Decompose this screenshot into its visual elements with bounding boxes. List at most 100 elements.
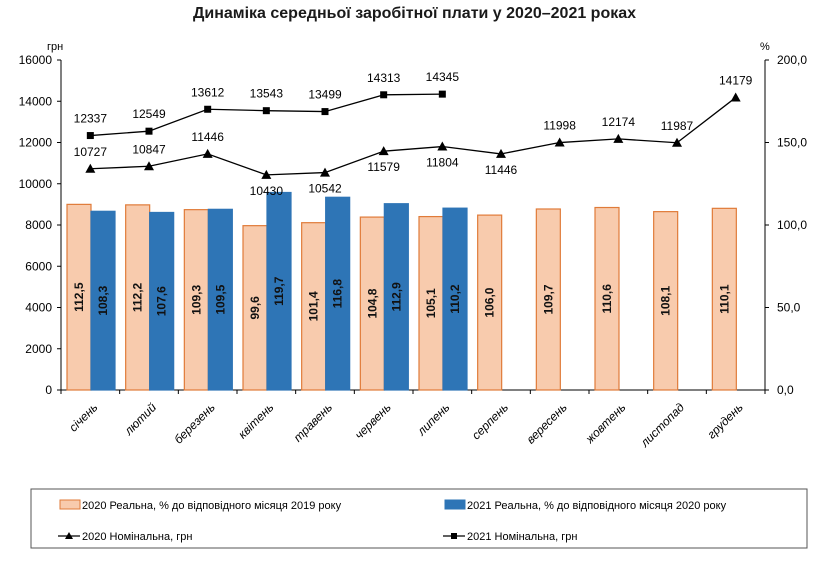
bar-data-label: 109,5	[213, 284, 227, 314]
square-marker	[204, 105, 212, 113]
bar-data-label: 116,8	[331, 279, 345, 309]
bar-2020	[594, 206, 620, 391]
x-tick-label: квітень	[235, 400, 276, 441]
bar-data-label: 112,5	[72, 282, 86, 312]
line-data-label: 14179	[719, 74, 753, 88]
line-data-label: 14313	[367, 71, 401, 85]
x-tick-label: серпень	[469, 400, 511, 442]
triangle-marker	[672, 137, 682, 147]
right-tick-label: 0,0	[777, 383, 794, 397]
bar-2021	[149, 211, 175, 391]
left-tick-label: 6000	[25, 259, 52, 273]
square-marker	[86, 132, 94, 140]
line-data-label: 12174	[602, 115, 636, 129]
right-tick-label: 50,0	[777, 301, 801, 315]
line-data-label: 13612	[191, 85, 225, 99]
line-data-label: 14345	[426, 70, 460, 84]
x-tick-label: липень	[414, 400, 453, 439]
square-marker	[321, 108, 329, 116]
line-data-label: 13499	[308, 88, 342, 102]
line-data-label: 11579	[367, 160, 400, 174]
triangle-marker	[202, 148, 213, 158]
x-tick-label: червень	[352, 400, 394, 442]
line-data-label: 10847	[132, 142, 166, 156]
legend-label: 2021 Реальна, % до відповідного місяця 2…	[467, 500, 727, 512]
square-marker	[438, 90, 446, 98]
line-data-label: 11446	[191, 130, 224, 144]
x-tick-label: січень	[66, 400, 100, 434]
x-tick-label: жовтень	[582, 400, 628, 446]
legend-swatch	[59, 499, 81, 510]
left-tick-label: 4000	[25, 301, 52, 315]
left-tick-label: 12000	[19, 136, 53, 150]
right-axis-unit: %	[760, 41, 770, 53]
bar-data-label: 108,3	[96, 285, 110, 315]
bar-data-label: 112,9	[389, 282, 403, 312]
line-data-label: 11998	[543, 119, 576, 133]
legend-box	[30, 488, 808, 549]
bar-data-label: 110,6	[600, 284, 614, 314]
bar-2020	[301, 222, 327, 391]
bar-data-label: 110,2	[448, 284, 462, 314]
line-data-label: 10542	[308, 182, 342, 196]
left-tick-label: 2000	[25, 342, 52, 356]
line-data-label: 13543	[250, 87, 284, 101]
triangle-marker	[730, 92, 741, 102]
bar-2020	[183, 209, 209, 391]
line-data-label: 10727	[74, 145, 108, 159]
bar-data-label: 109,3	[189, 284, 203, 314]
bar-2020	[653, 211, 679, 391]
right-tick-label: 150,0	[777, 136, 807, 150]
triangle-marker	[554, 137, 565, 147]
bar-data-label: 109,7	[541, 284, 555, 314]
legend-triangle-marker	[65, 532, 73, 539]
legend-swatch	[444, 499, 466, 510]
left-tick-label: 8000	[25, 218, 52, 232]
x-tick-label: грудень	[704, 400, 745, 441]
bar-2021	[383, 203, 409, 391]
legend-label: 2020 Номінальна, грн	[82, 531, 192, 543]
bar-2020	[242, 225, 268, 391]
x-tick-label: листопад	[637, 400, 687, 450]
bar-2021	[325, 196, 351, 391]
line-data-label: 11804	[426, 156, 459, 170]
legend-label: 2021 Номінальна, грн	[467, 531, 577, 543]
triangle-marker	[378, 146, 389, 156]
legend-square-marker	[451, 533, 457, 539]
square-marker	[145, 127, 153, 135]
bar-data-label: 104,8	[365, 288, 379, 318]
bar-2020	[66, 203, 92, 391]
bar-data-label: 105,1	[424, 288, 438, 318]
bar-data-label: 101,4	[307, 291, 321, 321]
triangle-marker	[496, 148, 506, 158]
triangle-marker	[261, 169, 272, 179]
line-data-label: 11987	[661, 119, 694, 133]
triangle-marker	[613, 133, 624, 143]
triangle-marker	[85, 163, 96, 173]
left-axis-unit: грн	[47, 41, 63, 53]
right-tick-label: 100,0	[777, 218, 807, 232]
bar-2021	[266, 191, 292, 391]
line-data-label: 12337	[74, 112, 108, 126]
bar-data-label: 99,6	[248, 296, 262, 320]
bar-2020	[125, 204, 151, 391]
chart-title: Динаміка середньої заробітної плати у 20…	[192, 5, 637, 22]
line-data-label: 12549	[132, 107, 166, 121]
triangle-marker	[144, 161, 154, 171]
bar-2020	[359, 216, 385, 391]
bar-2020	[711, 207, 737, 391]
right-tick-label: 200,0	[777, 53, 807, 67]
bar-2020	[477, 214, 503, 391]
x-tick-label: травень	[291, 400, 335, 444]
legend-label: 2020 Реальна, % до відповідного місяця 2…	[82, 500, 342, 512]
line-data-label: 11446	[485, 163, 518, 177]
line-data-label: 10430	[250, 184, 284, 198]
bar-2021	[90, 210, 116, 391]
bar-data-label: 119,7	[272, 276, 286, 306]
left-tick-label: 16000	[19, 53, 53, 67]
bar-data-label: 107,6	[155, 286, 169, 316]
left-tick-label: 14000	[19, 94, 53, 108]
left-tick-label: 10000	[19, 177, 53, 191]
